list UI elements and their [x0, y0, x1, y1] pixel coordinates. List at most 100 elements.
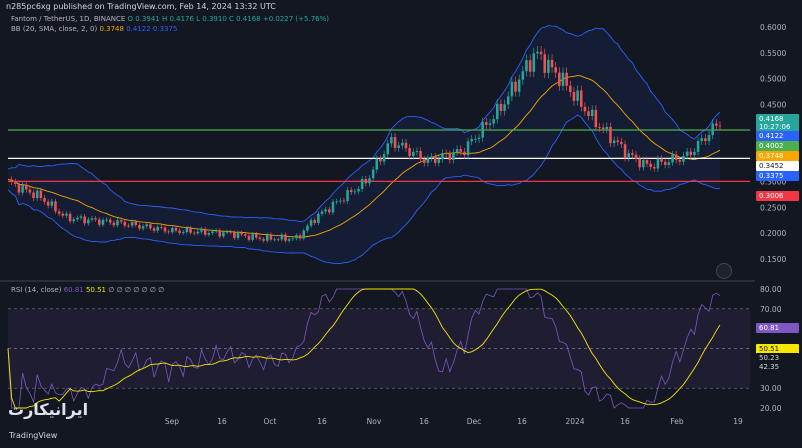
- candle: [76, 217, 79, 220]
- price-tag: 0.3006: [756, 191, 799, 201]
- candle: [196, 231, 200, 234]
- candle: [711, 123, 714, 136]
- rsi-axis-label: 70.00: [760, 305, 782, 314]
- candle: [616, 140, 620, 142]
- price-tag: 0.3375: [756, 171, 799, 181]
- candle: [320, 211, 324, 214]
- candle: [218, 230, 222, 237]
- candle: [707, 135, 711, 142]
- candle: [57, 211, 61, 214]
- candle: [43, 197, 46, 202]
- candle: [587, 111, 590, 117]
- candle: [627, 153, 630, 158]
- price-tag: 0.4002: [756, 141, 799, 151]
- time-axis-label: 16: [217, 417, 227, 426]
- candle: [528, 60, 532, 72]
- candle: [346, 190, 349, 202]
- candle: [422, 159, 426, 163]
- symbol-name: Fantom / TetherUS, 1D, BINANCE: [11, 15, 126, 23]
- ohlc-values: O 0.3941 H 0.4176 L 0.3910 C 0.4168 +0.0…: [127, 15, 329, 23]
- candle: [594, 109, 598, 128]
- time-axis-label: Sep: [165, 417, 179, 426]
- candle: [14, 181, 17, 184]
- candle: [503, 104, 506, 111]
- candle: [309, 220, 313, 226]
- candle: [167, 231, 170, 233]
- candle: [605, 126, 609, 130]
- bb-mid-value: 0.3748: [99, 25, 124, 33]
- candle: [382, 154, 386, 162]
- candle: [485, 122, 488, 125]
- candle: [185, 228, 189, 233]
- candle: [138, 224, 141, 229]
- price-axis-label: 0.5000: [760, 75, 786, 84]
- candle: [499, 103, 503, 111]
- price-tag: 0.3748: [756, 151, 799, 161]
- time-axis-label: 16: [517, 417, 527, 426]
- candle: [156, 226, 159, 231]
- candle: [514, 81, 517, 92]
- candle: [426, 158, 430, 163]
- candle: [35, 190, 39, 199]
- candle: [689, 151, 693, 156]
- price-tag: 0.4122: [756, 131, 799, 141]
- candle: [634, 154, 638, 159]
- candle: [236, 232, 240, 238]
- bb-lower: [7, 114, 721, 265]
- publish-header: n285pc6xg published on TradingView.com, …: [6, 2, 276, 11]
- candle: [397, 145, 400, 148]
- candle: [430, 156, 433, 159]
- candle: [412, 151, 415, 156]
- candle: [536, 51, 539, 54]
- candle: [444, 153, 448, 154]
- price-axis-label: 0.3000: [760, 178, 786, 187]
- candle: [379, 158, 382, 162]
- candle: [368, 178, 371, 184]
- candle: [276, 239, 280, 241]
- candle: [178, 230, 181, 234]
- bb-label: BB (20, SMA, close, 2, 0): [11, 25, 98, 33]
- candle: [160, 226, 163, 228]
- candle: [287, 239, 291, 241]
- us-flag-icon[interactable]: [716, 263, 732, 279]
- candle: [455, 149, 459, 153]
- candle: [466, 141, 470, 156]
- candle: [17, 183, 21, 193]
- candle: [295, 235, 298, 239]
- candle: [521, 71, 525, 80]
- candle: [404, 142, 408, 149]
- candle: [674, 154, 678, 160]
- rsi-axis-label: 20.00: [760, 404, 782, 413]
- candle: [192, 232, 196, 234]
- candle: [269, 234, 273, 240]
- price-tag: 0.4168: [756, 114, 799, 124]
- candle: [273, 239, 276, 241]
- rsi-value: 60.81: [63, 286, 84, 294]
- candle: [149, 224, 152, 229]
- candle: [474, 139, 477, 140]
- candle: [547, 59, 550, 73]
- candle: [437, 159, 441, 163]
- candle: [671, 154, 674, 163]
- candle: [101, 219, 105, 225]
- candle: [152, 228, 156, 231]
- candle: [415, 151, 419, 152]
- rsi-axis-label: 80.00: [760, 285, 782, 294]
- price-axis-label: 0.4500: [760, 100, 786, 109]
- candle: [554, 67, 557, 73]
- candle: [360, 179, 364, 189]
- candle: [558, 72, 561, 86]
- candle: [21, 184, 24, 193]
- candle: [335, 201, 338, 203]
- candle: [631, 153, 634, 155]
- candle: [653, 167, 656, 169]
- candle: [390, 136, 393, 144]
- time-axis-label: 16: [317, 417, 327, 426]
- candle: [247, 235, 251, 240]
- candle: [280, 234, 284, 240]
- candle: [620, 141, 623, 145]
- candle: [682, 155, 685, 162]
- candle: [68, 213, 72, 222]
- candle: [229, 231, 232, 233]
